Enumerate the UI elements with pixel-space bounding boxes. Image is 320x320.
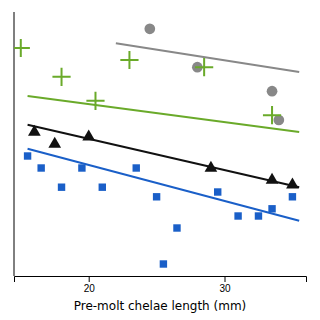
point (133, 164, 140, 171)
x-tick-label: 20 (84, 283, 96, 294)
series-square (24, 152, 296, 267)
point (234, 212, 241, 219)
x-tick: 30 (219, 276, 231, 294)
point (266, 173, 279, 184)
y-axis-line (14, 12, 15, 276)
point (153, 193, 160, 200)
series-plus (14, 39, 281, 124)
x-tick-mark (225, 276, 226, 282)
point (78, 164, 85, 171)
point (255, 212, 262, 219)
point (120, 51, 138, 69)
point (173, 224, 180, 231)
regression-line (28, 125, 300, 187)
point (14, 39, 30, 57)
point (263, 106, 281, 124)
marks (14, 23, 299, 267)
series-circle (144, 23, 284, 125)
point (273, 115, 284, 126)
regression-line (28, 96, 300, 132)
point (268, 205, 275, 212)
x-axis: 2030 (15, 276, 307, 294)
point (58, 183, 65, 190)
point (82, 129, 95, 140)
chart: 2030Pre-molt chelae length (mm) (0, 0, 320, 320)
x-axis-title: Pre-molt chelae length (mm) (74, 299, 247, 313)
x-tick-mark (89, 276, 90, 282)
point (52, 68, 70, 86)
point (144, 23, 155, 34)
x-tick: 20 (84, 276, 96, 294)
regression-line (28, 149, 300, 221)
point (195, 58, 213, 76)
plot: 2030 (12, 12, 307, 294)
point (286, 177, 299, 188)
point (267, 86, 278, 97)
point (289, 193, 296, 200)
x-axis-line (15, 277, 307, 283)
point (37, 164, 44, 171)
point (86, 92, 104, 110)
point (24, 152, 31, 159)
point (214, 188, 221, 195)
series-triangle (28, 125, 299, 189)
point (160, 260, 167, 267)
x-tick-label: 30 (219, 283, 231, 294)
point (28, 125, 41, 136)
point (99, 183, 106, 190)
point (48, 137, 61, 148)
point (205, 161, 218, 172)
